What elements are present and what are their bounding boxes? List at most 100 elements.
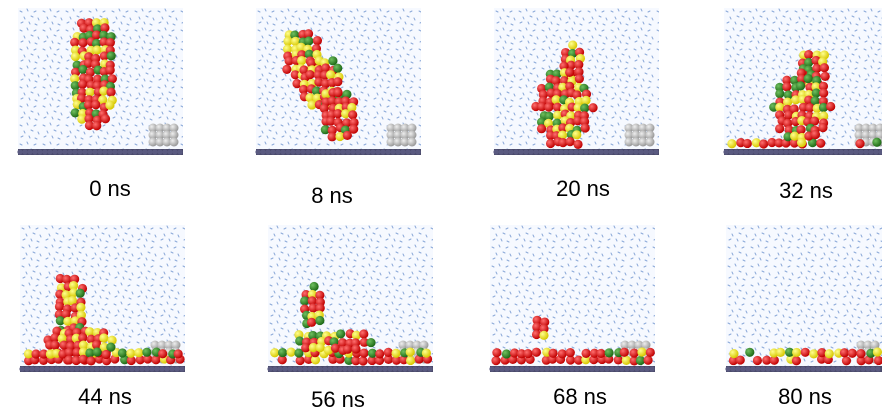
cluster-atom — [106, 66, 115, 75]
substrate-atom — [745, 366, 750, 371]
cluster-atom — [107, 51, 116, 60]
film-atom — [142, 348, 151, 357]
substrate-atom — [34, 366, 39, 371]
film-atom — [287, 348, 296, 357]
substrate-atom — [134, 366, 139, 371]
substrate-atom — [337, 366, 342, 371]
cluster-atom — [359, 329, 368, 338]
substrate-atom — [623, 149, 628, 154]
film-atom — [743, 139, 752, 148]
substrate-atom — [810, 366, 815, 371]
film-atom — [646, 348, 655, 357]
time-label: 56 ns — [311, 387, 365, 412]
cluster-atom — [581, 96, 590, 105]
substrate-atom — [778, 149, 783, 154]
time-label: 44 ns — [78, 384, 132, 409]
substrate-atom — [44, 366, 49, 371]
cluster-atom — [537, 124, 546, 133]
film-atom — [759, 139, 768, 148]
film-atom — [523, 349, 532, 358]
substrate-atom — [843, 149, 848, 154]
substrate-atom — [147, 149, 152, 154]
cluster-atom — [336, 329, 345, 338]
substrate-atom — [725, 366, 730, 371]
substrate-atom — [574, 366, 579, 371]
cluster-atom — [804, 50, 813, 59]
substrate-atom — [139, 366, 144, 371]
substrate-atom — [563, 149, 568, 154]
substrate-atom — [119, 366, 124, 371]
substrate-atom — [137, 149, 142, 154]
cluster-atom — [307, 318, 316, 327]
substrate-atom — [634, 366, 639, 371]
substrate-atom — [395, 149, 400, 154]
substrate-atom — [335, 149, 340, 154]
substrate-atom — [350, 149, 355, 154]
cluster-atom — [328, 132, 337, 141]
substrate-atom — [603, 149, 608, 154]
time-label: 68 ns — [553, 384, 607, 409]
cluster-atom — [105, 101, 114, 110]
substrate-atom — [64, 366, 69, 371]
film-atom — [566, 348, 575, 357]
film-atom — [856, 349, 865, 358]
cluster-atom — [581, 123, 590, 132]
substrate-atom — [24, 366, 29, 371]
substrate-atom — [649, 366, 654, 371]
substrate-atom — [553, 149, 558, 154]
block-atom — [170, 138, 179, 147]
cluster-atom — [70, 38, 79, 47]
substrate-atom — [638, 149, 643, 154]
substrate-atom — [790, 366, 795, 371]
film-atom — [375, 349, 384, 358]
substrate-atom — [723, 149, 728, 154]
substrate-atom — [780, 366, 785, 371]
substrate-atom — [604, 366, 609, 371]
cluster-atom — [821, 72, 830, 81]
substrate-atom — [132, 149, 137, 154]
substrate-atom — [820, 366, 825, 371]
substrate-atom — [594, 366, 599, 371]
substrate-atom — [863, 149, 868, 154]
film-atom — [753, 356, 762, 365]
substrate-atom — [628, 149, 633, 154]
substrate-atom — [593, 149, 598, 154]
cluster-atom — [92, 45, 101, 54]
substrate-atom — [543, 149, 548, 154]
substrate-atom — [855, 366, 860, 371]
substrate-atom — [382, 366, 387, 371]
substrate-atom — [310, 149, 315, 154]
film-atom — [491, 356, 500, 365]
cluster-atom — [568, 40, 577, 49]
substrate-atom — [282, 366, 287, 371]
cluster-atom — [316, 343, 325, 352]
substrate-atom — [47, 149, 52, 154]
substrate-atom — [162, 149, 167, 154]
substrate-atom — [564, 366, 569, 371]
substrate-atom — [624, 366, 629, 371]
substrate-atom — [19, 366, 24, 371]
cluster-atom — [343, 131, 352, 140]
substrate-atom — [538, 149, 543, 154]
substrate-atom — [838, 149, 843, 154]
substrate-atom — [750, 366, 755, 371]
substrate-atom — [504, 366, 509, 371]
substrate-atom — [853, 149, 858, 154]
cluster-atom — [106, 88, 115, 97]
snapshot — [255, 8, 421, 155]
substrate-atom — [270, 149, 275, 154]
substrate-atom — [287, 366, 292, 371]
substrate-atom — [362, 366, 367, 371]
substrate-atom — [803, 149, 808, 154]
substrate-atom — [177, 149, 182, 154]
substrate-atom — [798, 149, 803, 154]
substrate-atom — [598, 149, 603, 154]
substrate-atom — [390, 149, 395, 154]
substrate-atom — [873, 149, 878, 154]
cluster-atom — [304, 36, 313, 45]
substrate-atom — [559, 366, 564, 371]
substrate-atom — [730, 366, 735, 371]
substrate-atom — [29, 366, 34, 371]
substrate-atom — [569, 366, 574, 371]
substrate-atom — [79, 366, 84, 371]
